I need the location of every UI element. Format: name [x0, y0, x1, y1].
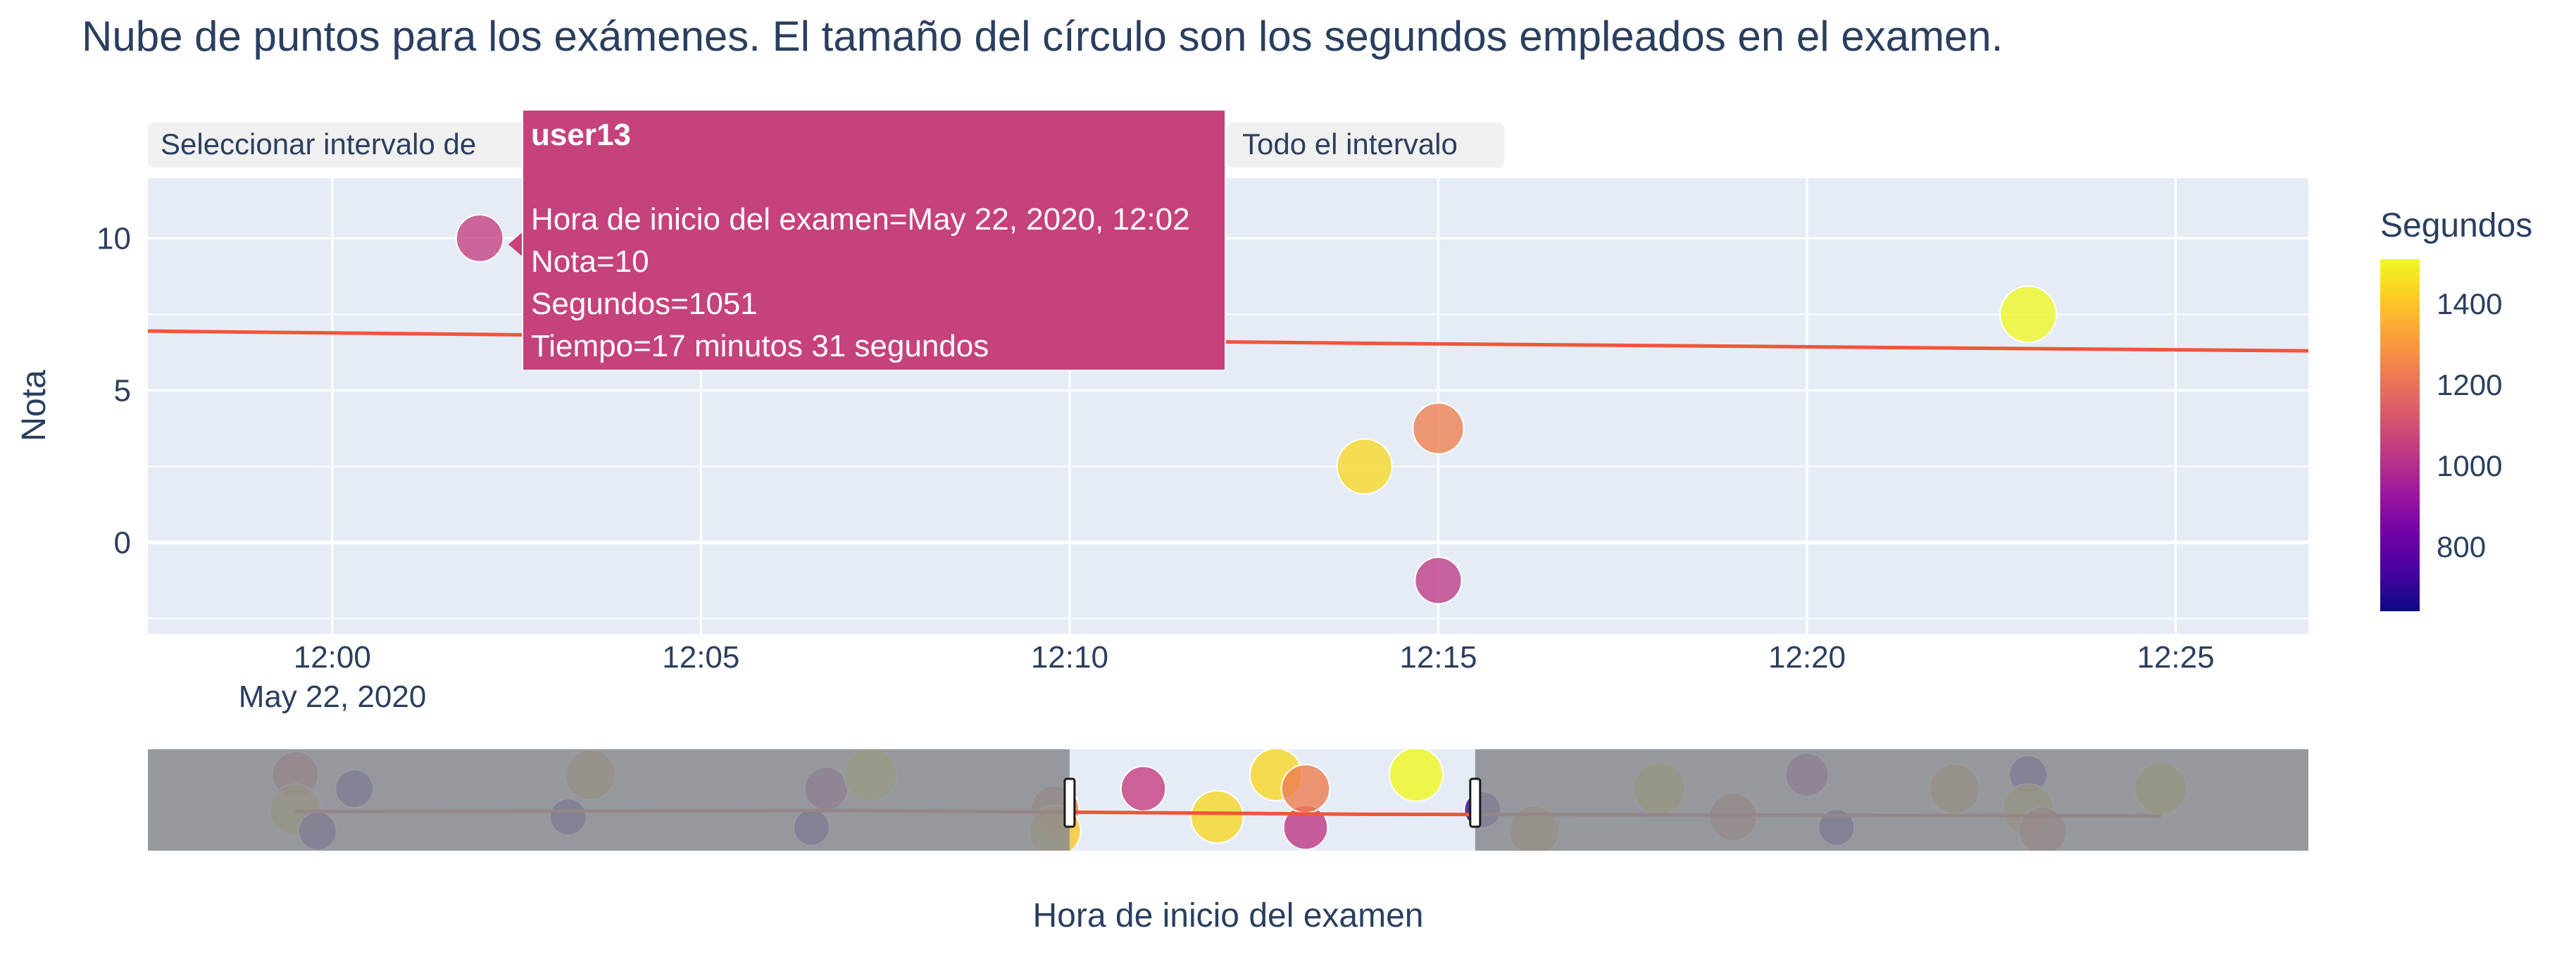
- tooltip-box: [522, 109, 1226, 371]
- range-slider-handle-right[interactable]: [1469, 777, 1482, 828]
- y-tick-label: 5: [114, 373, 131, 408]
- y-axis-label: Nota: [15, 370, 53, 442]
- colorbar-title: Segundos: [2380, 207, 2532, 244]
- x-tick-label: 12:15: [1399, 640, 1477, 675]
- y-tick-label: 10: [96, 221, 131, 256]
- x-tick-label: 12:20: [1768, 640, 1846, 675]
- hover-tooltip: user13 Hora de inicio del examen=May 22,…: [508, 109, 1226, 371]
- x-tick-label: 12:05: [662, 640, 739, 675]
- range-slider-handle-left[interactable]: [1063, 777, 1076, 828]
- tooltip-user: user13: [531, 118, 631, 152]
- x-tick-label: 12:00: [294, 640, 371, 675]
- x-tick-label: 12:25: [2137, 640, 2214, 675]
- tooltip-pointer: [508, 230, 525, 258]
- chart-title: Nube de puntos para los exámenes. El tam…: [82, 13, 2003, 60]
- full-interval-button[interactable]: Todo el intervalo: [1227, 123, 1504, 168]
- tooltip-line-segundos: Segundos=1051: [531, 287, 758, 321]
- scatter-point: [1999, 285, 2058, 344]
- tooltip-line-nota: Nota=10: [531, 244, 649, 279]
- plot-area[interactable]: [148, 177, 2308, 634]
- select-interval-label: Seleccionar intervalo de: [161, 127, 476, 161]
- tooltip-line-tiempo: Tiempo=17 minutos 31 segundos: [531, 329, 989, 363]
- scatter-points: [455, 214, 2058, 605]
- x-tick-labels: 12:00 12:05 12:10 12:15 12:20 12:25: [294, 640, 2215, 675]
- select-interval-button[interactable]: Seleccionar intervalo de: [148, 123, 528, 168]
- colorbar-tick-label: 800: [2437, 530, 2486, 563]
- colorbar-tick-label: 1400: [2437, 287, 2502, 320]
- y-tick-label: 0: [114, 525, 131, 560]
- x-axis-label: Hora de inicio del examen: [1033, 897, 1424, 934]
- colorbar-tick-label: 1200: [2437, 368, 2502, 401]
- range-slider-point: [1190, 789, 1244, 844]
- colorbar-tick-label: 1000: [2437, 449, 2502, 482]
- scatter-point: [1414, 556, 1463, 605]
- range-slider-point: [1120, 765, 1167, 812]
- scatter-point: [1412, 402, 1465, 455]
- y-tick-labels: 0 5 10: [96, 221, 131, 560]
- full-interval-label: Todo el intervalo: [1242, 127, 1458, 161]
- colorbar-ticks: 800 1000 1200 1400: [2437, 287, 2502, 563]
- range-slider-point: [1280, 763, 1331, 814]
- x-tick-label: 12:10: [1031, 640, 1108, 675]
- scatter-point: [1336, 438, 1393, 495]
- x-date-label: May 22, 2020: [239, 680, 427, 714]
- range-slider-point: [1389, 749, 1444, 802]
- range-slider-mask-left[interactable]: [148, 749, 1070, 851]
- scatter-point: [455, 214, 504, 263]
- tooltip-line-hora: Hora de inicio del examen=May 22, 2020, …: [531, 202, 1190, 237]
- range-slider-mask-right[interactable]: [1475, 749, 2308, 851]
- colorbar-gradient: [2380, 259, 2420, 611]
